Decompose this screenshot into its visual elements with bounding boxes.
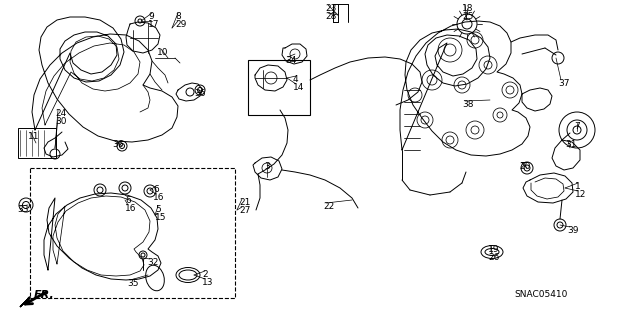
Text: 19: 19 [488, 245, 499, 254]
Text: 6: 6 [153, 185, 159, 194]
Bar [248, 60, 310, 115]
Text: 30: 30 [55, 117, 67, 126]
Text: 9: 9 [148, 12, 154, 21]
Text: 7: 7 [574, 122, 580, 131]
Text: 39: 39 [567, 226, 579, 235]
Text: 36: 36 [194, 89, 205, 98]
Text: 13: 13 [202, 278, 214, 287]
Text: 34: 34 [285, 56, 296, 65]
Text: 14: 14 [293, 83, 305, 92]
Text: 16: 16 [125, 204, 136, 213]
Text: 28: 28 [325, 12, 337, 21]
Text: 22: 22 [323, 202, 334, 211]
Text: 17: 17 [148, 20, 159, 29]
Text: 29: 29 [175, 20, 186, 29]
Text: 3: 3 [264, 162, 269, 171]
Text: 35: 35 [127, 279, 138, 288]
Text: 1: 1 [575, 182, 580, 191]
Text: 15: 15 [155, 213, 166, 222]
Text: 38: 38 [462, 100, 474, 109]
Text: 10: 10 [157, 48, 168, 57]
Text: 6: 6 [125, 196, 131, 205]
Text: 4: 4 [293, 75, 299, 84]
Text: 27: 27 [239, 206, 250, 215]
Text: 31: 31 [565, 140, 577, 149]
Text: 8: 8 [175, 12, 180, 21]
Text: 25: 25 [462, 12, 474, 21]
Text: 20: 20 [519, 162, 531, 171]
Text: SNAC05410: SNAC05410 [514, 290, 568, 299]
Polygon shape [20, 297, 30, 307]
Text: 18: 18 [462, 4, 474, 13]
Text: FR.: FR. [34, 290, 55, 300]
Text: 16: 16 [153, 193, 164, 202]
Text: 21: 21 [239, 198, 250, 207]
Text: 24: 24 [55, 109, 67, 118]
Text: 32: 32 [147, 258, 158, 267]
Text: 11: 11 [28, 132, 40, 141]
Text: 12: 12 [575, 190, 586, 199]
Bar [18, 128, 56, 158]
Text: 36: 36 [112, 140, 124, 149]
Bar [30, 168, 235, 298]
Text: 23: 23 [325, 4, 337, 13]
Text: 2: 2 [202, 270, 207, 279]
Text: 33: 33 [17, 205, 29, 214]
Text: 26: 26 [488, 253, 499, 262]
Text: 5: 5 [155, 205, 161, 214]
Text: 37: 37 [558, 79, 570, 88]
